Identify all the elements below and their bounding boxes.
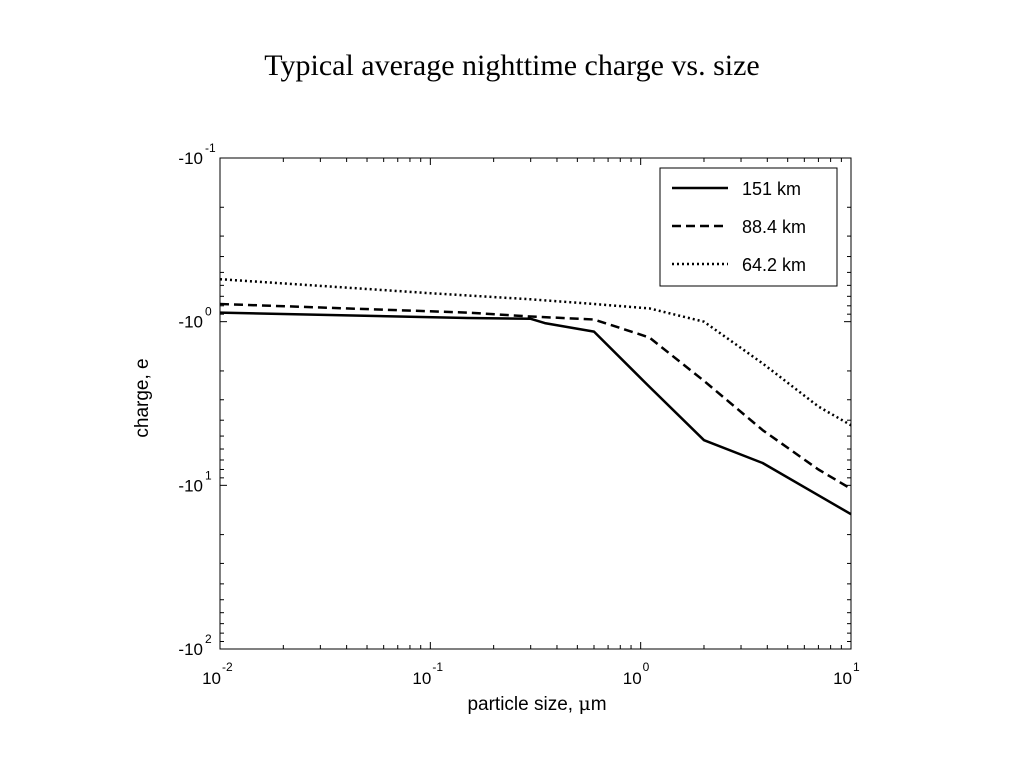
x-tick-label-exponent: -1: [432, 660, 443, 674]
x-tick-label: 101: [833, 660, 860, 688]
y-tick-label-base: -10: [178, 476, 203, 495]
x-tick-label-exponent: 1: [853, 660, 860, 674]
x-tick-label: 10-2: [202, 660, 233, 688]
y-tick-label-exponent: 0: [205, 305, 212, 319]
y-tick-label-base: -10: [178, 313, 203, 332]
x-tick-label: 10-1: [412, 660, 443, 688]
x-tick-label-base: 10: [202, 669, 221, 688]
series-line-1: [219, 311, 852, 516]
legend: 151 km 88.4 km 64.2 km: [659, 167, 838, 287]
series-line-3: [219, 277, 852, 427]
chart-title: Typical average nighttime charge vs. siz…: [264, 49, 759, 82]
x-tick-label-base: 10: [833, 669, 852, 688]
x-tick-label-exponent: -2: [222, 660, 233, 674]
y-axis-label: charge, e: [132, 358, 153, 437]
y-tick-label-base: -10: [178, 640, 203, 659]
x-tick-label-base: 10: [623, 669, 642, 688]
y-tick-label-exponent: -1: [205, 141, 216, 155]
y-tick-label: -102: [178, 632, 212, 659]
legend-label: 88.4 km: [742, 217, 806, 237]
plot-area-frame: [219, 157, 852, 650]
legend-label: 151 km: [742, 179, 801, 199]
series-lines: [219, 277, 852, 516]
x-tick-label-exponent: 0: [643, 660, 650, 674]
y-tick-label: -101: [178, 468, 212, 495]
x-axis-label: particle size, μm: [467, 693, 606, 715]
x-tick-label-base: 10: [412, 669, 431, 688]
y-tick-labels: -10-1-100-101-102: [178, 141, 216, 659]
y-tick-label-exponent: 2: [205, 632, 212, 646]
legend-label: 64.2 km: [742, 255, 806, 275]
y-tick-label-base: -10: [178, 149, 203, 168]
y-tick-label: -10-1: [178, 141, 216, 168]
series-line-2: [219, 302, 852, 490]
axis-ticks: [219, 157, 851, 649]
y-tick-label: -100: [178, 305, 212, 332]
x-tick-label: 100: [623, 660, 650, 688]
y-tick-label-exponent: 1: [205, 468, 212, 482]
